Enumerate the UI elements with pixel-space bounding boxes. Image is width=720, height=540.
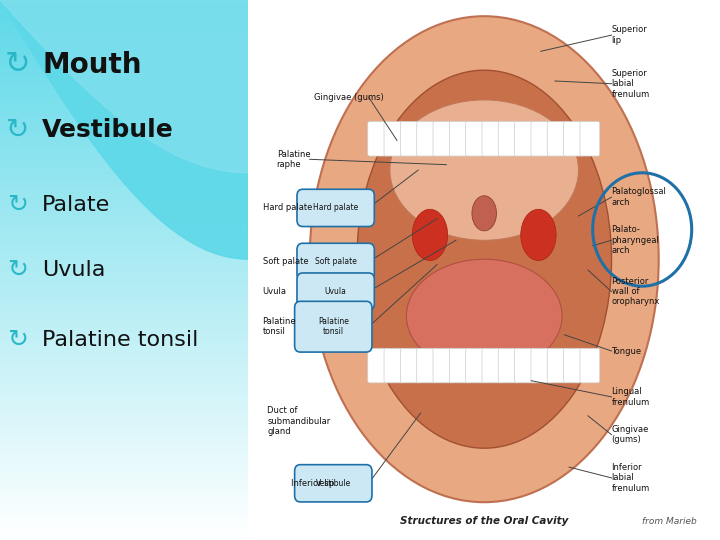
FancyBboxPatch shape bbox=[531, 348, 551, 383]
Text: Lingual
frenulum: Lingual frenulum bbox=[611, 387, 649, 407]
FancyBboxPatch shape bbox=[466, 122, 485, 156]
FancyBboxPatch shape bbox=[498, 122, 518, 156]
FancyBboxPatch shape bbox=[580, 122, 600, 156]
FancyBboxPatch shape bbox=[482, 348, 502, 383]
FancyBboxPatch shape bbox=[433, 348, 453, 383]
FancyBboxPatch shape bbox=[368, 348, 387, 383]
Text: ↻: ↻ bbox=[7, 193, 28, 217]
Ellipse shape bbox=[413, 210, 448, 261]
Ellipse shape bbox=[390, 100, 579, 240]
FancyBboxPatch shape bbox=[297, 190, 374, 226]
Text: Structures of the Oral Cavity: Structures of the Oral Cavity bbox=[400, 516, 568, 526]
FancyBboxPatch shape bbox=[547, 122, 567, 156]
Polygon shape bbox=[0, 0, 248, 173]
FancyBboxPatch shape bbox=[400, 348, 420, 383]
Text: Uvula: Uvula bbox=[325, 287, 346, 296]
Text: Gingivae (gums): Gingivae (gums) bbox=[315, 93, 384, 102]
Text: Palatine tonsil: Palatine tonsil bbox=[42, 330, 199, 350]
FancyBboxPatch shape bbox=[531, 122, 551, 156]
Text: Mouth: Mouth bbox=[42, 51, 142, 79]
Text: Uvula: Uvula bbox=[42, 260, 106, 280]
FancyBboxPatch shape bbox=[417, 122, 436, 156]
Ellipse shape bbox=[310, 16, 659, 502]
FancyBboxPatch shape bbox=[294, 464, 372, 502]
Text: Palatine
tonsil: Palatine tonsil bbox=[263, 317, 296, 336]
FancyBboxPatch shape bbox=[482, 122, 502, 156]
Text: Soft palate: Soft palate bbox=[315, 258, 356, 266]
Ellipse shape bbox=[357, 70, 611, 448]
FancyBboxPatch shape bbox=[384, 348, 404, 383]
FancyBboxPatch shape bbox=[564, 122, 583, 156]
Text: Gingivae
(gums): Gingivae (gums) bbox=[611, 425, 649, 444]
Ellipse shape bbox=[406, 259, 562, 373]
Text: ↻: ↻ bbox=[4, 50, 30, 79]
Text: Palatine
raphe: Palatine raphe bbox=[276, 150, 310, 169]
FancyBboxPatch shape bbox=[515, 348, 534, 383]
FancyBboxPatch shape bbox=[547, 348, 567, 383]
FancyBboxPatch shape bbox=[466, 348, 485, 383]
Ellipse shape bbox=[521, 210, 556, 261]
FancyBboxPatch shape bbox=[433, 122, 453, 156]
FancyBboxPatch shape bbox=[294, 301, 372, 352]
Text: ↻: ↻ bbox=[7, 258, 28, 282]
Text: Superior
lip: Superior lip bbox=[611, 25, 647, 45]
FancyBboxPatch shape bbox=[515, 122, 534, 156]
FancyBboxPatch shape bbox=[498, 348, 518, 383]
Text: Tongue: Tongue bbox=[611, 347, 642, 355]
Text: from Marieb: from Marieb bbox=[642, 517, 696, 526]
FancyBboxPatch shape bbox=[384, 122, 404, 156]
Text: Posterior
wall of
oropharynx: Posterior wall of oropharynx bbox=[611, 276, 660, 307]
Text: Superior
labial
frenulum: Superior labial frenulum bbox=[611, 69, 649, 99]
Text: Palato-
pharyngeal
arch: Palato- pharyngeal arch bbox=[611, 225, 660, 255]
Text: Vestibule: Vestibule bbox=[42, 118, 174, 141]
Text: Inferior lip: Inferior lip bbox=[291, 479, 334, 488]
Ellipse shape bbox=[472, 195, 497, 231]
Polygon shape bbox=[0, 0, 248, 259]
FancyBboxPatch shape bbox=[297, 273, 374, 310]
Text: Palate: Palate bbox=[42, 195, 110, 215]
Text: Uvula: Uvula bbox=[263, 287, 287, 296]
Text: ↻: ↻ bbox=[6, 116, 29, 144]
FancyBboxPatch shape bbox=[580, 348, 600, 383]
Text: Duct of
submandibular
gland: Duct of submandibular gland bbox=[267, 406, 330, 436]
Text: Soft palate: Soft palate bbox=[263, 258, 308, 266]
Text: Inferior
labial
frenulum: Inferior labial frenulum bbox=[611, 463, 649, 493]
Text: ↻: ↻ bbox=[7, 328, 28, 352]
Text: Hard palate: Hard palate bbox=[313, 204, 359, 212]
FancyBboxPatch shape bbox=[417, 348, 436, 383]
FancyBboxPatch shape bbox=[449, 348, 469, 383]
FancyBboxPatch shape bbox=[400, 122, 420, 156]
FancyBboxPatch shape bbox=[449, 122, 469, 156]
FancyBboxPatch shape bbox=[297, 243, 374, 281]
Text: Vestibule: Vestibule bbox=[315, 479, 351, 488]
FancyBboxPatch shape bbox=[564, 348, 583, 383]
Text: Palatoglossal
arch: Palatoglossal arch bbox=[611, 187, 667, 207]
Text: Hard palate: Hard palate bbox=[263, 204, 312, 212]
Text: Palatine
tonsil: Palatine tonsil bbox=[318, 317, 348, 336]
FancyBboxPatch shape bbox=[368, 122, 387, 156]
